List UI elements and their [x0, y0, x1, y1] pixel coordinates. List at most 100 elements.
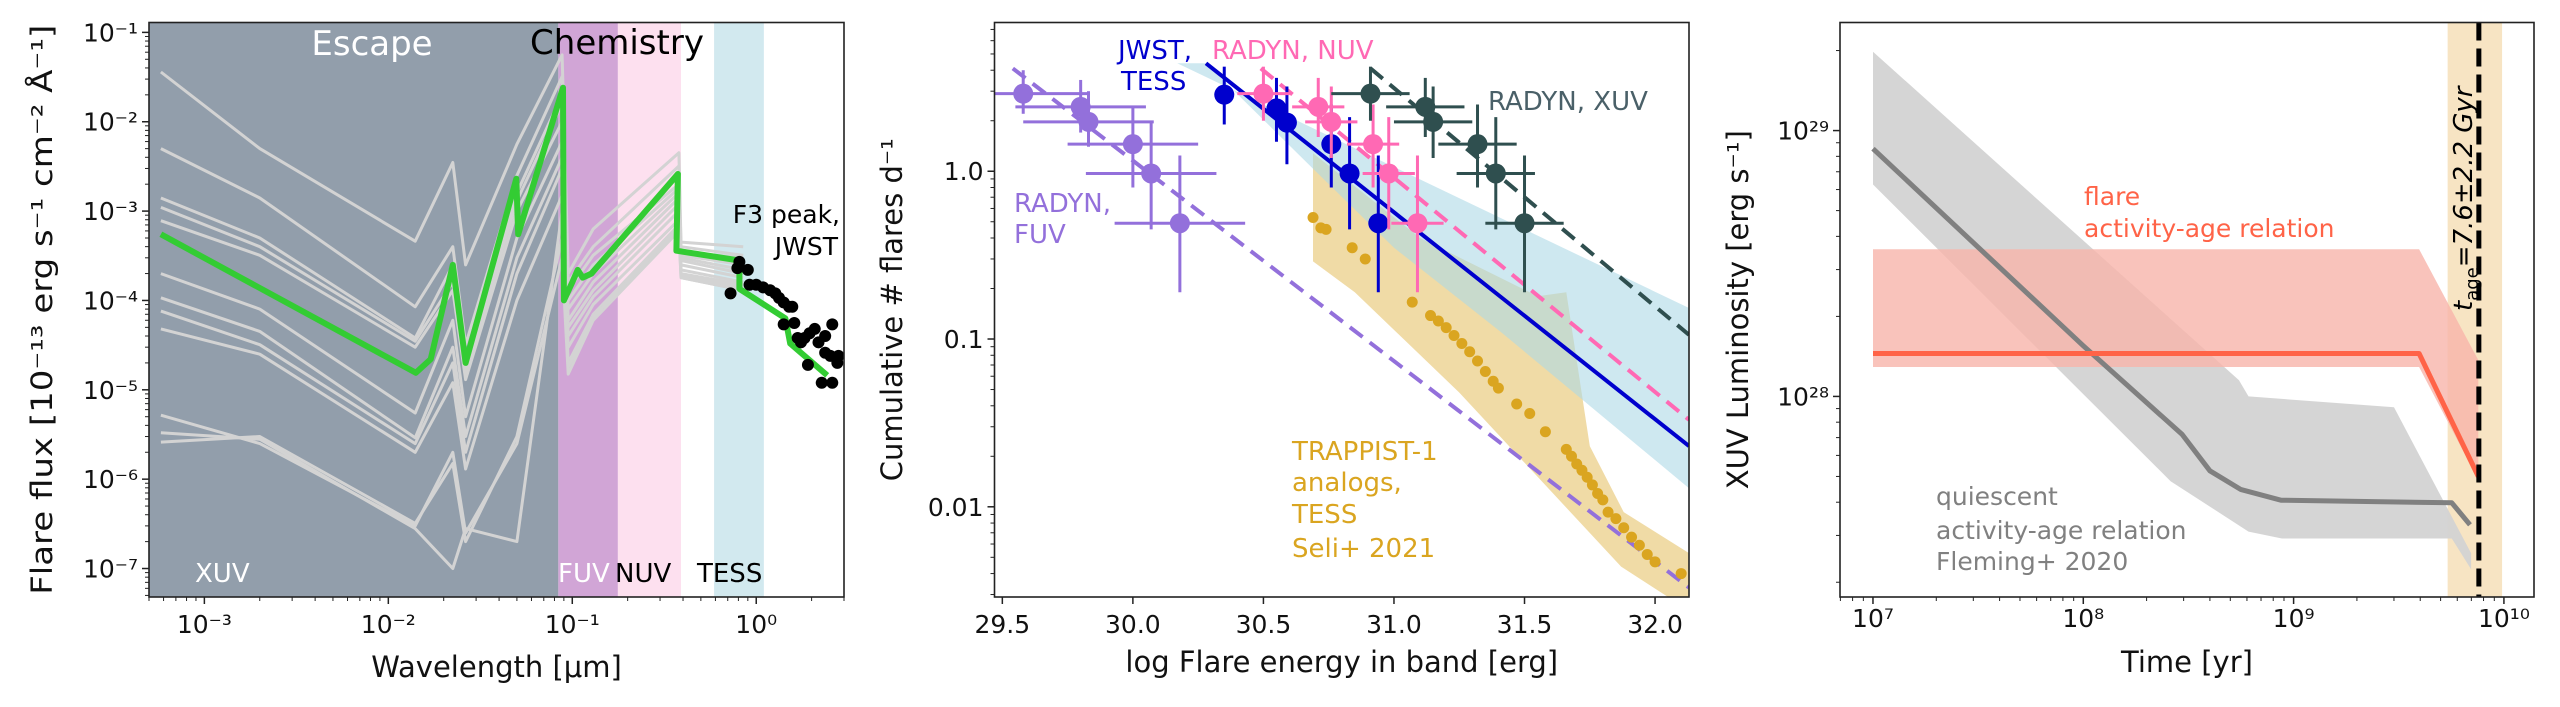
annotation: Seli+ 2021 — [1292, 534, 1435, 564]
x-tick-label: 31.5 — [1497, 610, 1553, 639]
seli-data-point — [1675, 568, 1687, 580]
region-label-tess: TESS — [696, 559, 762, 589]
annotation: Escape — [311, 24, 432, 64]
y-tick-label: 0.1 — [944, 325, 984, 354]
annotation: flare — [2084, 182, 2140, 211]
jwst-data-point — [826, 318, 839, 331]
seli-data-point — [1539, 426, 1551, 438]
quiescent-band — [1873, 51, 2472, 570]
y-tick-label: 10⁻⁶ — [83, 465, 138, 494]
seli-data-point — [1597, 494, 1609, 506]
axes-frame — [993, 21, 1690, 598]
luminosity-plot-area — [1871, 22, 2503, 597]
data-point — [1276, 112, 1297, 133]
data-point — [1407, 213, 1428, 234]
data-point — [1308, 96, 1329, 117]
data-point — [1214, 84, 1235, 105]
seli-data-point — [1406, 296, 1418, 308]
annotation: RADYN, XUV — [1488, 87, 1648, 117]
seli-data-point — [1479, 366, 1491, 378]
data-point — [1368, 213, 1389, 234]
data-point — [1415, 96, 1436, 117]
x-tick-label: 30.5 — [1236, 610, 1292, 639]
x-axis-label: Wavelength [μm] — [371, 650, 622, 684]
age-label: tage=7.6±2.2 Gyr — [2449, 84, 2483, 311]
x-tick-label: 32.0 — [1627, 610, 1683, 639]
seli-data-point — [1626, 531, 1638, 543]
region-nuv — [617, 22, 682, 597]
seli-data-point — [1602, 506, 1614, 518]
data-point — [1141, 163, 1162, 184]
x-axis-label: Time [yr] — [2120, 645, 2253, 679]
x-tick-label: 10⁸ — [2062, 604, 2104, 633]
quiescent-line — [1871, 146, 2472, 527]
annotation: JWST — [773, 232, 839, 261]
y-tick-label: 10⁻² — [83, 108, 138, 137]
region-tess — [714, 22, 764, 597]
region-label-nuv: NUV — [615, 559, 671, 589]
y-tick-label: 10⁻⁵ — [83, 376, 138, 405]
seli-data-point — [1359, 253, 1371, 265]
jwst-data-point — [724, 287, 737, 300]
y-tick-label: 10⁻¹ — [83, 18, 138, 47]
x-tick-label: 10⁰ — [735, 610, 777, 639]
age-label-value: =7.6±2.2 Gyr — [2449, 84, 2479, 267]
seli-data-point — [1641, 548, 1653, 560]
x-tick-label: 10⁹ — [2273, 604, 2315, 633]
age-label-t: t — [2449, 300, 2479, 311]
dashed-fit-line — [1369, 66, 1689, 337]
annotation: FUV — [1014, 220, 1066, 250]
seli-data-point — [1320, 223, 1332, 235]
annotation: Chemistry — [530, 23, 704, 63]
uncertainty-band — [1177, 63, 1689, 489]
y-tick-label: 0.01 — [928, 493, 984, 522]
y-tick-label: 10²⁹ — [1777, 117, 1829, 146]
seli-data-point — [1346, 242, 1358, 254]
x-axis-label: log Flare energy in band [erg] — [1125, 645, 1558, 679]
y-axis-label: Flare flux [10⁻¹³ erg s⁻¹ cm⁻² Å⁻¹] — [25, 25, 59, 595]
flare-band — [1873, 249, 2479, 480]
age-uncertainty-band — [2447, 22, 2503, 597]
annotation: JWST, — [1116, 36, 1192, 66]
x-tick-label: 10¹⁰ — [2478, 604, 2530, 633]
x-tick-label: 30.0 — [1105, 610, 1161, 639]
y-axis-label: Cumulative # flares d⁻¹ — [875, 138, 909, 481]
ffd-plot-area — [994, 61, 1689, 597]
data-point — [1378, 163, 1399, 184]
dashed-fit-line — [1011, 66, 1689, 590]
jwst-data-point — [733, 255, 746, 268]
seli-data-point — [1581, 471, 1593, 483]
data-point — [1266, 98, 1287, 119]
x-tick-label: 10⁻² — [361, 610, 416, 639]
region-label-xuv: XUV — [195, 559, 250, 589]
data-point — [1169, 213, 1190, 234]
seli-data-point — [1633, 539, 1645, 551]
y-tick-label: 10⁻⁷ — [83, 555, 138, 584]
data-point — [1339, 163, 1360, 184]
data-point — [1423, 111, 1444, 132]
seli-data-point — [1566, 450, 1578, 462]
jwst-data-point — [832, 349, 844, 362]
data-point — [1514, 213, 1535, 234]
axes-2: 29.5 30.0 30.5 31.0 31.5 32.0 0.01 0.1 1.0 log Fl… — [875, 21, 1690, 679]
highlight-spectrum-line — [159, 84, 830, 378]
x-tick-label: 10⁷ — [1852, 604, 1894, 633]
jwst-data-point — [777, 318, 790, 331]
jwst-data-point — [808, 322, 821, 335]
axes-frame — [148, 21, 845, 598]
seli-data-point — [1425, 310, 1437, 322]
annotation: RADYN, — [1014, 189, 1111, 219]
jwst-data-point — [801, 358, 814, 371]
data-point — [1122, 134, 1143, 155]
seli-data-point — [1464, 346, 1476, 358]
annotation: activity-age relation — [1936, 516, 2187, 545]
annotation: quiescent — [1936, 482, 2058, 511]
annotation: activity-age relation — [2084, 214, 2335, 243]
jwst-data-point — [741, 263, 754, 276]
data-point — [1013, 83, 1034, 104]
x-tick-label: 31.0 — [1366, 610, 1422, 639]
seli-data-point — [1472, 355, 1484, 367]
x-tick-label: 10⁻¹ — [545, 610, 600, 639]
x-tick-label: 29.5 — [974, 610, 1030, 639]
data-point — [1360, 83, 1381, 104]
